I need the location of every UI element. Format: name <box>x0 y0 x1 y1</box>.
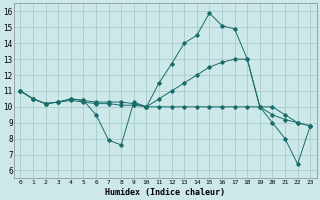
X-axis label: Humidex (Indice chaleur): Humidex (Indice chaleur) <box>105 188 225 197</box>
